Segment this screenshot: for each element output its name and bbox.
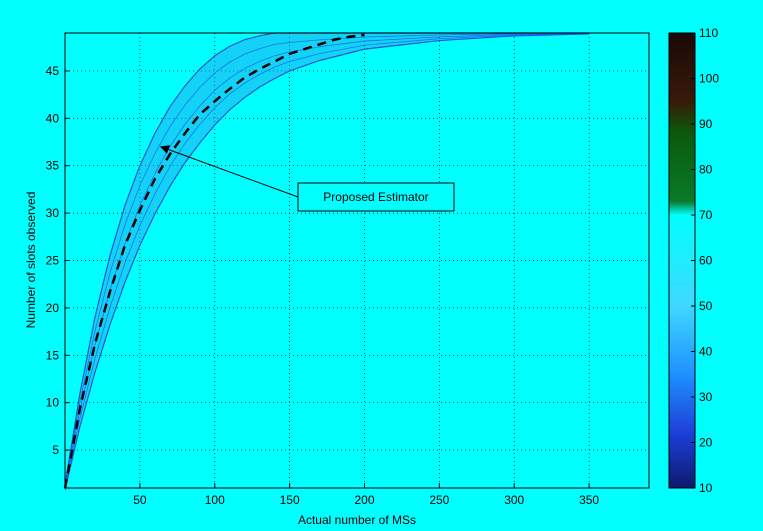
plot-area	[63, 32, 650, 491]
x-tick-label: 300	[504, 493, 524, 507]
colorbar-tick-label: 110	[699, 26, 718, 40]
y-tick-label: 25	[46, 254, 60, 268]
colorbar-tick-label: 30	[699, 390, 713, 404]
y-tick-label: 5	[52, 443, 59, 457]
y-tick-label: 20	[46, 301, 60, 315]
x-tick-label: 100	[205, 493, 225, 507]
grid	[65, 33, 649, 488]
x-axis-label: Actual number of MSs	[298, 513, 416, 527]
colorbar-tick-label: 70	[699, 208, 713, 222]
colorbar-tick-label: 50	[699, 299, 713, 313]
colorbar: 10 20 30 40 50 60 70 80 90 100 110	[668, 26, 719, 495]
y-tick-label: 40	[46, 111, 60, 125]
annotation-box	[297, 182, 455, 212]
colorbar-tick-label: 40	[699, 345, 713, 359]
y-tick-label: 45	[46, 64, 60, 78]
y-tick-label: 10	[46, 396, 60, 410]
x-axis: 50 100 150 200 250 300 350	[133, 483, 599, 507]
colorbar-tick-label: 100	[699, 72, 719, 86]
annotation: Proposed Estimator	[159, 145, 455, 212]
colorbar-tick-label: 10	[699, 481, 713, 495]
y-tick-label: 35	[46, 159, 60, 173]
series	[63, 33, 365, 489]
annotation-label: Proposed Estimator	[323, 190, 428, 204]
x-tick-label: 250	[429, 493, 449, 507]
y-axis: 5 10 15 20 25 30 35 40 45	[46, 64, 70, 457]
x-tick-label: 350	[579, 493, 599, 507]
x-tick-label: 150	[280, 493, 300, 507]
y-tick-label: 30	[46, 206, 60, 220]
x-tick-label: 200	[354, 493, 374, 507]
colorbar-tick-label: 90	[699, 117, 713, 131]
colorbar-fill	[668, 32, 696, 489]
annotation-arrow	[159, 145, 299, 198]
x-tick-label: 50	[133, 493, 147, 507]
colorbar-tick-label: 80	[699, 163, 713, 177]
estimator-line	[63, 33, 365, 489]
y-axis-label: Number of slots observed	[24, 192, 38, 329]
band-lower-line	[64, 33, 590, 491]
colorbar-tick-label: 60	[699, 254, 713, 268]
band-trace-line	[64, 33, 590, 489]
y-tick-label: 15	[46, 348, 60, 362]
colorbar-ticks: 10 20 30 40 50 60 70 80 90 100 110	[691, 26, 719, 495]
band-trace-line	[64, 33, 590, 488]
colorbar-tick-label: 20	[699, 436, 713, 450]
